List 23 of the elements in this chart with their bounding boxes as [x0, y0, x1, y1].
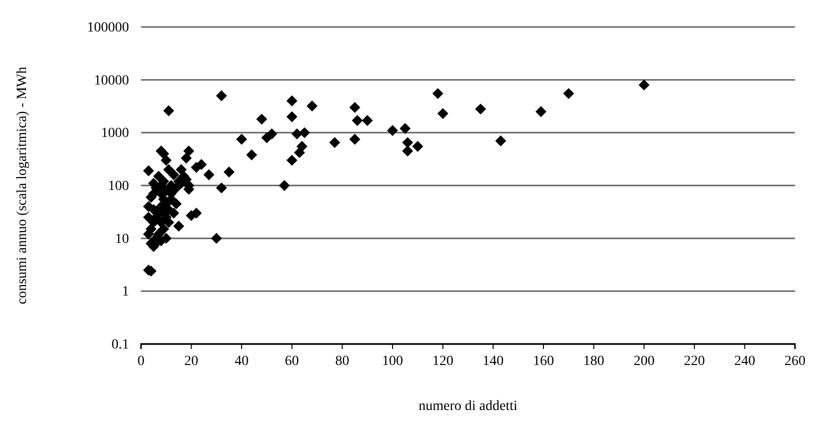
x-axis-title: numero di addetti: [418, 399, 518, 414]
x-tick-label: 220: [684, 354, 705, 369]
x-tick-label: 40: [234, 354, 249, 369]
x-tick-label: 200: [634, 354, 655, 369]
y-tick-label: 10: [115, 232, 129, 247]
x-tick-label: 260: [784, 354, 806, 369]
y-tick-label: 1000: [101, 126, 129, 142]
x-tick-label: 140: [482, 354, 504, 369]
y-tick-label: 100: [108, 178, 129, 194]
x-tick-label: 80: [335, 354, 350, 369]
x-tick-label: 100: [382, 354, 404, 369]
x-tick-label: 0: [138, 354, 144, 369]
x-tick-label: 120: [432, 354, 454, 369]
x-tick-label: 60: [284, 354, 299, 369]
x-tick-label: 240: [734, 354, 756, 369]
y-axis-title: consumi annuo (scala logaritmica) - MWh: [15, 66, 30, 304]
x-tick-label: 160: [532, 354, 554, 369]
x-tick-label: 180: [583, 354, 604, 369]
y-tick-label: 1: [122, 284, 129, 300]
x-tick-label: 20: [184, 354, 198, 369]
y-tick-label: 0.1: [112, 337, 129, 352]
y-tick-label: 10000: [94, 73, 129, 88]
y-tick-label: 100000: [87, 20, 129, 36]
